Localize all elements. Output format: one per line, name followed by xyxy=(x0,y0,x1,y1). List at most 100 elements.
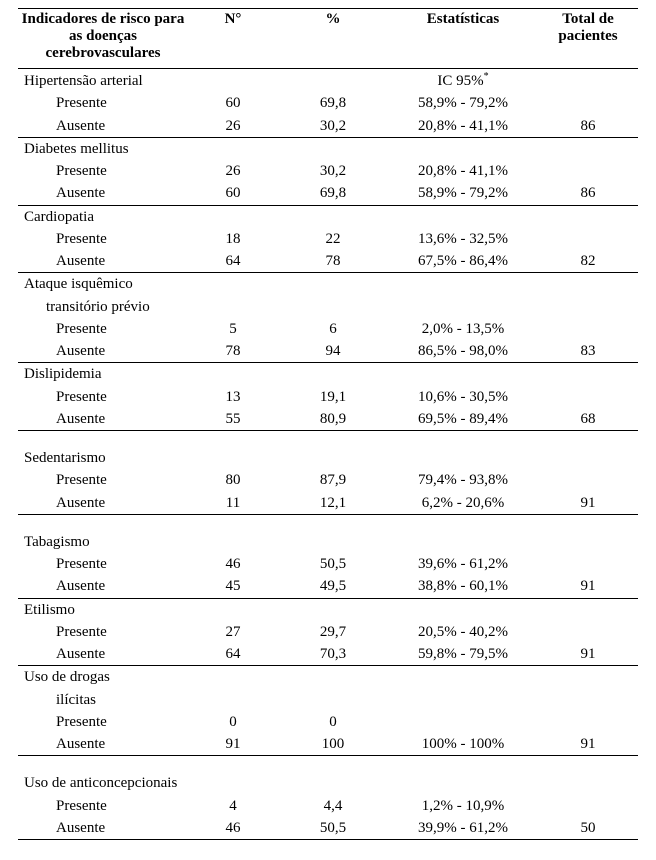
row-sub-label: Ausente xyxy=(18,575,188,598)
cell-pct: 69,8 xyxy=(278,92,388,114)
cell-n: 78 xyxy=(188,340,278,363)
row-sub-label: Presente xyxy=(18,386,188,408)
cell-pct: 50,5 xyxy=(278,553,388,575)
cell-n: 27 xyxy=(188,621,278,643)
cell-pct: 29,7 xyxy=(278,621,388,643)
row-sub-label: Presente xyxy=(18,469,188,491)
cell-n: 80 xyxy=(188,469,278,491)
table-row: Ausente 46 50,5 39,9% - 61,2% 50 xyxy=(18,817,638,840)
table-row: Etilismo xyxy=(18,598,638,621)
row-title: Uso de drogas xyxy=(18,666,188,689)
cell-pct: 19,1 xyxy=(278,386,388,408)
table-row: Ausente 26 30,2 20,8% - 41,1% 86 xyxy=(18,115,638,138)
cell-n: 46 xyxy=(188,553,278,575)
cell-pct: 22 xyxy=(278,228,388,250)
table-row: Ausente 64 70,3 59,8% - 79,5% 91 xyxy=(18,643,638,666)
table-row: Presente 80 87,9 79,4% - 93,8% xyxy=(18,469,638,491)
row-title: Tabagismo xyxy=(18,531,188,553)
cell-total: 86 xyxy=(538,182,638,205)
row-title: Dislipidemia xyxy=(18,363,188,386)
row-sub-label: Presente xyxy=(18,160,188,182)
row-title-cont: ilícitas xyxy=(18,689,188,711)
cell-n: 60 xyxy=(188,182,278,205)
cell-n: 64 xyxy=(188,643,278,666)
table-row: Diabetes mellitus xyxy=(18,137,638,160)
cell-total: 91 xyxy=(538,492,638,515)
cell-ci: 6,2% - 20,6% xyxy=(388,492,538,515)
col-indicator-header: Indicadores de risco para as doenças cer… xyxy=(18,9,188,69)
cell-ci: 38,8% - 60,1% xyxy=(388,575,538,598)
cell-ci: 86,5% - 98,0% xyxy=(388,340,538,363)
cell-n: 55 xyxy=(188,408,278,431)
cell-total: 82 xyxy=(538,250,638,273)
table-row: Uso de anticoncepcionais xyxy=(18,772,638,794)
row-sub-label: Presente xyxy=(18,795,188,817)
cell-ci: 58,9% - 79,2% xyxy=(388,92,538,114)
cell-total: 91 xyxy=(538,643,638,666)
table-row: Ausente 78 94 86,5% - 98,0% 83 xyxy=(18,340,638,363)
row-sub-label: Presente xyxy=(18,621,188,643)
cell-ci: 67,5% - 86,4% xyxy=(388,250,538,273)
table-row: transitório prévio xyxy=(18,296,638,318)
spacer-row xyxy=(18,431,638,448)
table-row: Ausente 64 78 67,5% - 86,4% 82 xyxy=(18,250,638,273)
cell-ci: 13,6% - 32,5% xyxy=(388,228,538,250)
cell-pct: 94 xyxy=(278,340,388,363)
table-row: Presente 13 19,1 10,6% - 30,5% xyxy=(18,386,638,408)
table-row: Cardiopatia xyxy=(18,205,638,228)
row-sub-label: Ausente xyxy=(18,492,188,515)
cell-n: 18 xyxy=(188,228,278,250)
col-pct-header: % xyxy=(278,9,388,69)
cell-pct: 100 xyxy=(278,733,388,756)
cell-n: 5 xyxy=(188,318,278,340)
table-row: Presente 27 29,7 20,5% - 40,2% xyxy=(18,621,638,643)
col-stats-header: Estatísticas xyxy=(388,9,538,69)
row-sub-label: Ausente xyxy=(18,340,188,363)
cell-ci: 2,0% - 13,5% xyxy=(388,318,538,340)
cell-pct: 49,5 xyxy=(278,575,388,598)
cell-n: 46 xyxy=(188,817,278,840)
cell-ci: 69,5% - 89,4% xyxy=(388,408,538,431)
row-sub-label: Ausente xyxy=(18,250,188,273)
table-row: Ataque isquêmico xyxy=(18,273,638,296)
cell-total: 86 xyxy=(538,115,638,138)
cell-ci: 20,5% - 40,2% xyxy=(388,621,538,643)
cell-pct: 70,3 xyxy=(278,643,388,666)
cell-n: 91 xyxy=(188,733,278,756)
cell-ci: 59,8% - 79,5% xyxy=(388,643,538,666)
risk-indicators-table: Indicadores de risco para as doenças cer… xyxy=(18,8,638,840)
cell-pct: 4,4 xyxy=(278,795,388,817)
table-row: Ausente 91 100 100% - 100% 91 xyxy=(18,733,638,756)
table-row: Ausente 11 12,1 6,2% - 20,6% 91 xyxy=(18,492,638,515)
row-sub-label: Ausente xyxy=(18,408,188,431)
row-sub-label: Ausente xyxy=(18,643,188,666)
cell-total: 68 xyxy=(538,408,638,431)
cell-n: 26 xyxy=(188,115,278,138)
table-row: Sedentarismo xyxy=(18,447,638,469)
table-row: Ausente 55 80,9 69,5% - 89,4% 68 xyxy=(18,408,638,431)
cell-total: 91 xyxy=(538,575,638,598)
cell-pct: 80,9 xyxy=(278,408,388,431)
row-sub-label: Ausente xyxy=(18,817,188,840)
table-row: ilícitas xyxy=(18,689,638,711)
row-sub-label: Presente xyxy=(18,92,188,114)
row-title: Etilismo xyxy=(18,598,188,621)
row-title: Ataque isquêmico xyxy=(18,273,188,296)
cell-total: 91 xyxy=(538,733,638,756)
table-header-row: Indicadores de risco para as doenças cer… xyxy=(18,9,638,69)
cell-n: 11 xyxy=(188,492,278,515)
cell-n: 45 xyxy=(188,575,278,598)
table-row: Presente 46 50,5 39,6% - 61,2% xyxy=(18,553,638,575)
table-row: Dislipidemia xyxy=(18,363,638,386)
risk-indicators-table-wrap: Indicadores de risco para as doenças cer… xyxy=(0,0,656,860)
table-row: Presente 5 6 2,0% - 13,5% xyxy=(18,318,638,340)
cell-pct: 78 xyxy=(278,250,388,273)
cell-total: 83 xyxy=(538,340,638,363)
cell-pct: 12,1 xyxy=(278,492,388,515)
row-sub-label: Ausente xyxy=(18,182,188,205)
table-row: Presente 4 4,4 1,2% - 10,9% xyxy=(18,795,638,817)
table-row: Presente 26 30,2 20,8% - 41,1% xyxy=(18,160,638,182)
cell-n: 13 xyxy=(188,386,278,408)
cell-pct: 87,9 xyxy=(278,469,388,491)
row-title: Hipertensão arterial xyxy=(18,69,188,93)
